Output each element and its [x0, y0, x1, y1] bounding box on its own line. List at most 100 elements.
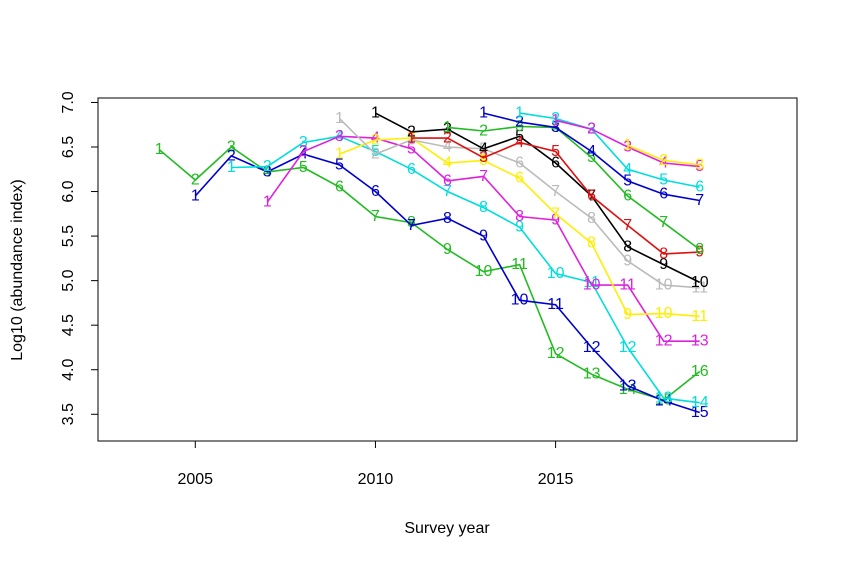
data-point-label: 13	[583, 366, 601, 383]
data-point-label: 6	[623, 188, 632, 205]
data-point-label: 4	[623, 161, 632, 178]
data-point-label: 7	[659, 214, 668, 231]
x-tick-label: 2005	[177, 471, 213, 488]
data-point-label: 10	[475, 263, 493, 280]
data-point-label: 12	[619, 339, 637, 356]
data-point-label: 1	[335, 146, 344, 163]
data-point-label: 8	[443, 210, 452, 227]
data-point-label: 2	[443, 130, 452, 147]
data-point-label: 1	[191, 188, 200, 205]
data-point-label: 5	[299, 159, 308, 176]
series-line	[266, 135, 700, 343]
series-line	[375, 112, 701, 284]
data-point-label: 13	[655, 390, 673, 407]
data-point-label: 1	[371, 105, 380, 122]
data-point-label: 3	[479, 149, 488, 166]
series-line	[231, 135, 700, 404]
data-point-label: 3	[407, 131, 416, 148]
series-line	[519, 112, 700, 188]
series-line	[555, 119, 700, 168]
data-point-label: 6	[551, 155, 560, 172]
data-point-label: 9	[515, 219, 524, 236]
data-point-label: 5	[407, 140, 416, 157]
data-point-label: 2	[191, 171, 200, 188]
data-point-label: 5	[587, 149, 596, 166]
data-point-label: 7	[551, 183, 560, 200]
data-point-label: 2	[407, 123, 416, 140]
data-point-label: 1	[155, 141, 164, 158]
y-tick-label: 7.0	[60, 91, 77, 113]
series-line	[483, 112, 700, 202]
series-line	[158, 145, 701, 401]
data-point-label: 8	[695, 241, 704, 258]
data-point-label: 9	[551, 212, 560, 229]
data-point-label: 5	[659, 171, 668, 188]
data-point-label: 2	[227, 147, 236, 164]
data-point-label: 12	[655, 333, 673, 350]
data-point-label: 7	[695, 192, 704, 209]
series-line	[627, 144, 700, 166]
data-point-label: 7	[623, 217, 632, 234]
data-point-label: 2	[263, 158, 272, 175]
data-point-label: 2	[551, 110, 560, 127]
y-tick-label: 4.0	[60, 359, 77, 381]
data-point-label: 4	[515, 134, 524, 151]
series-line	[194, 153, 700, 414]
data-point-label: 6	[587, 188, 596, 205]
data-point-label: 12	[547, 345, 565, 362]
x-tick-label: 2015	[538, 471, 574, 488]
data-point-label: 6	[515, 170, 524, 187]
data-point-label: 9	[623, 306, 632, 323]
data-point-label: 12	[583, 339, 601, 356]
data-point-label: 2	[587, 121, 596, 138]
data-point-label: 14	[691, 394, 709, 411]
data-point-label: 1	[479, 105, 488, 122]
data-point-label: 10	[655, 305, 673, 322]
data-point-label: 16	[691, 363, 709, 380]
data-point-label: 1	[227, 159, 236, 176]
data-point-label: 4	[299, 146, 308, 163]
data-point-label: 14	[619, 381, 637, 398]
data-point-label: 8	[407, 214, 416, 231]
data-point-label: 9	[659, 256, 668, 273]
data-point-label: 5	[515, 128, 524, 145]
x-axis: 2005 2010 2015	[177, 440, 574, 488]
data-point-label: 8	[659, 245, 668, 262]
data-point-label: 9	[695, 244, 704, 261]
data-point-label: 15	[691, 404, 709, 421]
data-point-label: 3	[695, 156, 704, 173]
data-point-label: 7	[443, 183, 452, 200]
series-line	[447, 125, 701, 251]
data-point-label: 11	[547, 296, 564, 313]
data-point-label: 2	[659, 152, 668, 169]
series-line	[411, 137, 700, 255]
series-line	[339, 137, 700, 318]
data-point-label: 13	[691, 333, 709, 350]
data-point-label: 1	[407, 130, 416, 147]
data-point-label: 3	[443, 121, 452, 138]
data-point-label: 3	[551, 119, 560, 136]
data-point-label: 4	[371, 130, 380, 147]
data-point-label: 7	[479, 168, 488, 185]
data-point-label: 2	[479, 122, 488, 139]
data-point-label: 10	[691, 274, 709, 291]
series-13: 1 2 3	[623, 137, 704, 174]
data-point-label: 4	[443, 155, 452, 172]
data-point-label: 7	[371, 208, 380, 225]
data-point-label: 8	[587, 235, 596, 252]
data-point-label: 7	[551, 205, 560, 222]
data-point-label: 4	[659, 155, 668, 172]
data-point-label: 1	[263, 194, 272, 211]
data-point-label: 8	[515, 208, 524, 225]
data-point-label: 3	[515, 118, 524, 135]
data-point-label: 6	[443, 172, 452, 189]
data-point-label: 10	[655, 277, 673, 294]
x-axis-title: Survey year	[404, 520, 490, 537]
data-point-label: 10	[547, 265, 565, 282]
data-point-label: 3	[263, 163, 272, 180]
data-point-label: 11	[619, 277, 636, 294]
x-tick-label: 2010	[358, 471, 394, 488]
